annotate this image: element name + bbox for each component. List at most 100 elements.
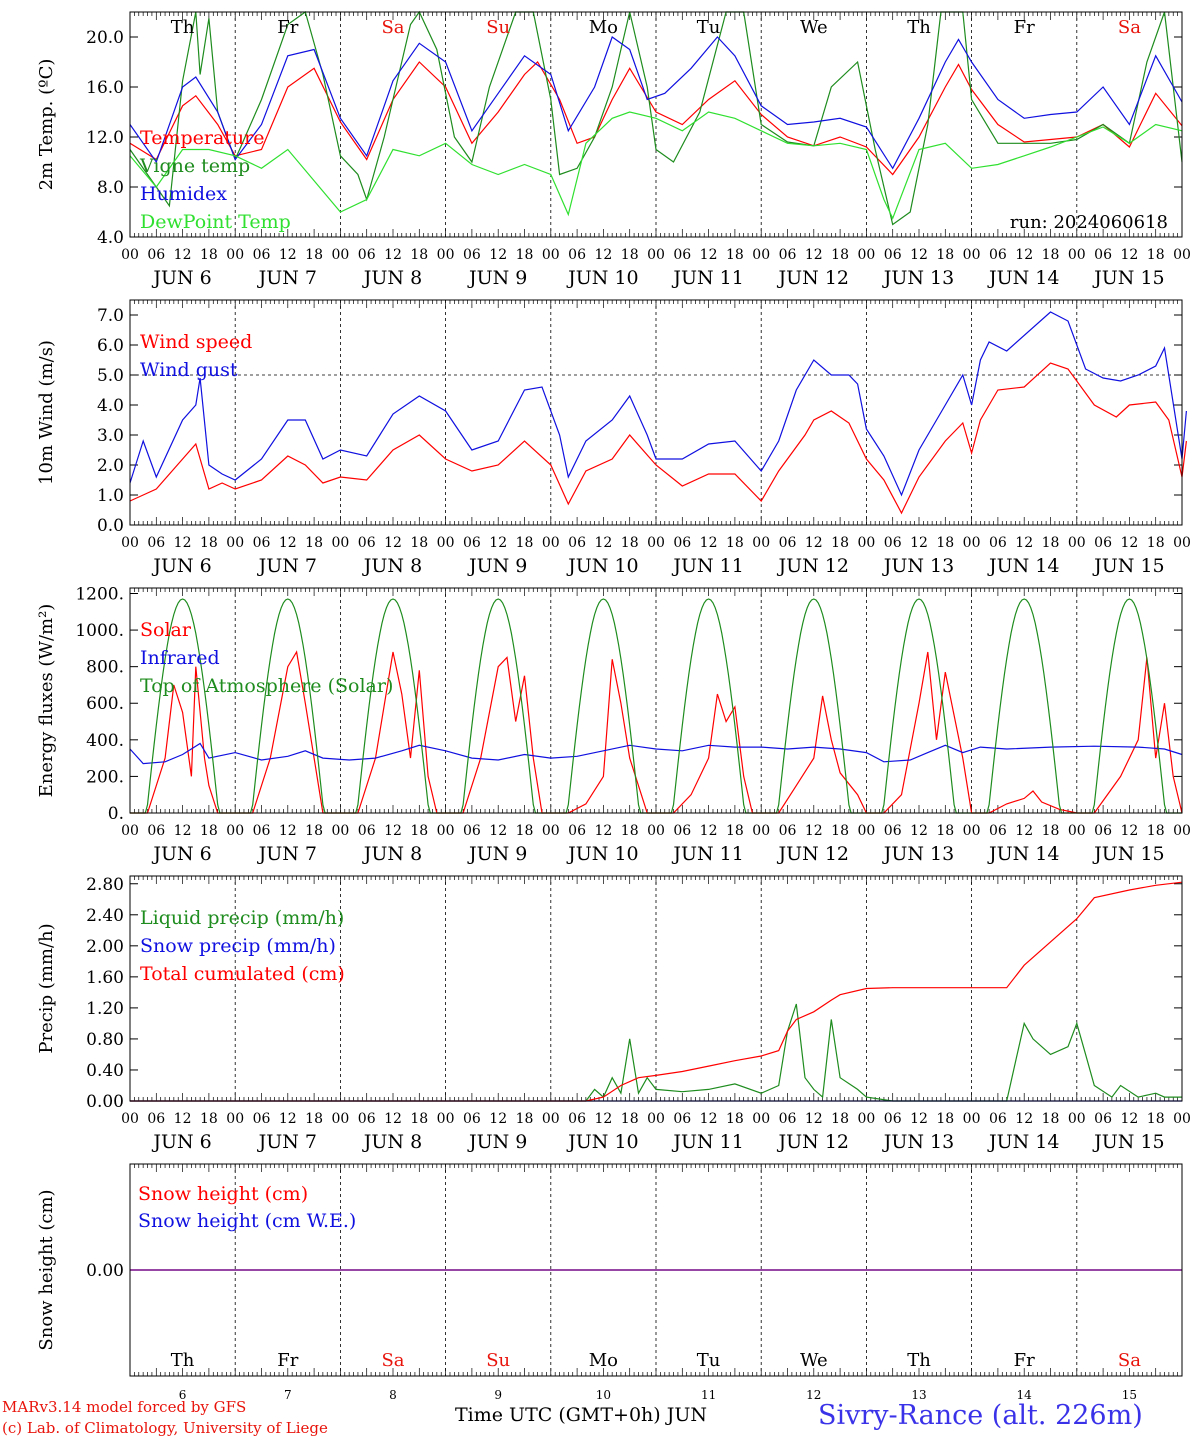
x-date-label: JUN 12 [777, 1131, 849, 1153]
day-number-label: 9 [494, 1388, 502, 1402]
y-tick-label: 5.0 [97, 366, 124, 386]
x-hour-label: 12 [279, 823, 297, 839]
legend-entry: Humidex [140, 183, 227, 205]
x-date-label: JUN 15 [1092, 555, 1164, 577]
y-tick-label: 0.80 [86, 1030, 124, 1050]
day-of-week-label: We [800, 17, 828, 38]
model-credit: MARv3.14 model forced by GFS [2, 1398, 247, 1416]
x-hour-label: 18 [516, 823, 534, 839]
x-hour-label: 06 [989, 823, 1007, 839]
y-tick-label: 800. [86, 658, 124, 678]
x-hour-label: 18 [1147, 535, 1165, 551]
x-hour-label: 06 [1094, 823, 1112, 839]
y-tick-label: 20.0 [86, 28, 124, 48]
x-hour-label: 12 [1120, 823, 1138, 839]
x-hour-label: 12 [594, 823, 612, 839]
legend-entry: Liquid precip (mm/h) [140, 907, 344, 929]
x-hour-label: 18 [516, 1111, 534, 1127]
x-date-label: JUN 11 [671, 843, 743, 865]
x-hour-label: 06 [1094, 247, 1112, 263]
day-of-week-label: Sa [1118, 17, 1141, 38]
x-hour-label: 00 [1068, 1111, 1086, 1127]
x-date-label: JUN 7 [257, 843, 317, 865]
x-date-label: JUN 7 [257, 1131, 317, 1153]
day-of-week-label: Fr [277, 17, 298, 38]
panel-1: 4.0 8.0 12.0 16.0 20.0 2m Temp. (ºC) Temperatu… [36, 10, 1191, 289]
day-number-label: 13 [911, 1388, 926, 1402]
x-hour-label: 00 [1173, 823, 1191, 839]
x-date-label: JUN 9 [467, 555, 527, 577]
x-hour-label: 06 [253, 1111, 271, 1127]
day-number-label: 10 [596, 1388, 611, 1402]
x-hour-label: 06 [673, 823, 691, 839]
y-axis-label: 2m Temp. (ºC) [36, 59, 57, 191]
x-hour-label: 18 [726, 1111, 744, 1127]
day-of-week-label: Fr [1014, 1350, 1035, 1371]
x-date-label: JUN 14 [987, 843, 1059, 865]
x-hour-label: 18 [1042, 247, 1060, 263]
x-hour-label: 12 [174, 535, 192, 551]
x-hour-label: 18 [1042, 1111, 1060, 1127]
x-hour-label: 00 [752, 247, 770, 263]
x-hour-label: 06 [147, 823, 165, 839]
x-hour-label: 12 [279, 535, 297, 551]
x-hour-label: 12 [279, 247, 297, 263]
x-hour-label: 18 [200, 823, 218, 839]
y-tick-label: 4.0 [97, 228, 124, 248]
y-tick-label: 1.20 [86, 999, 124, 1019]
x-hour-label: 00 [752, 823, 770, 839]
x-hour-label: 06 [1094, 1111, 1112, 1127]
x-date-label: JUN 15 [1092, 843, 1164, 865]
legend-entry: Wind gust [140, 359, 238, 381]
y-tick-label: 2.40 [86, 906, 124, 926]
x-hour-label: 06 [989, 535, 1007, 551]
x-hour-label: 12 [594, 247, 612, 263]
x-date-label: JUN 15 [1092, 267, 1164, 289]
x-hour-label: 00 [647, 1111, 665, 1127]
y-axis-label: Precip (mm/h) [36, 923, 57, 1053]
x-hour-label: 12 [1015, 535, 1033, 551]
series-line [129, 10, 1183, 226]
x-date-label: JUN 10 [566, 555, 638, 577]
x-date-label: JUN 13 [882, 267, 954, 289]
x-hour-label: 00 [121, 247, 139, 263]
x-hour-label: 18 [1147, 247, 1165, 263]
x-hour-label: 06 [673, 247, 691, 263]
x-hour-label: 12 [700, 1111, 718, 1127]
x-hour-label: 18 [1042, 823, 1060, 839]
x-hour-label: 06 [673, 1111, 691, 1127]
x-hour-label: 12 [1120, 1111, 1138, 1127]
x-hour-label: 12 [805, 1111, 823, 1127]
day-number-label: 11 [701, 1388, 716, 1402]
x-hour-label: 00 [331, 535, 349, 551]
x-hour-label: 06 [358, 1111, 376, 1127]
x-hour-label: 00 [647, 247, 665, 263]
x-hour-label: 12 [384, 247, 402, 263]
x-hour-label: 00 [857, 1111, 875, 1127]
x-hour-label: 00 [226, 823, 244, 839]
x-hour-label: 18 [516, 535, 534, 551]
x-date-label: JUN 10 [566, 267, 638, 289]
day-of-week-label: Sa [381, 17, 404, 38]
x-hour-label: 18 [1147, 1111, 1165, 1127]
x-date-label: JUN 8 [362, 555, 422, 577]
x-hour-label: 12 [910, 823, 928, 839]
x-hour-label: 00 [963, 1111, 981, 1127]
panel-4: 0.00 0.40 0.80 1.20 1.60 2.00 2.40 2.80 Precip (… [36, 875, 1191, 1153]
y-tick-label: 1200. [75, 584, 124, 604]
y-tick-label: 0.40 [86, 1061, 124, 1081]
day-of-week-label: Sa [381, 1350, 404, 1371]
x-hour-label: 12 [174, 823, 192, 839]
panel-frame [129, 1163, 1183, 1377]
x-date-label: JUN 14 [987, 555, 1059, 577]
x-hour-label: 06 [568, 535, 586, 551]
x-hour-label: 18 [305, 247, 323, 263]
x-hour-label: 12 [805, 535, 823, 551]
y-tick-label: 7.0 [97, 306, 124, 326]
x-hour-label: 00 [1173, 247, 1191, 263]
x-hour-label: 12 [1015, 1111, 1033, 1127]
x-hour-label: 06 [253, 823, 271, 839]
x-hour-label: 18 [936, 535, 954, 551]
y-tick-label: 0.00 [86, 1092, 124, 1112]
y-tick-label: 4.0 [97, 396, 124, 416]
